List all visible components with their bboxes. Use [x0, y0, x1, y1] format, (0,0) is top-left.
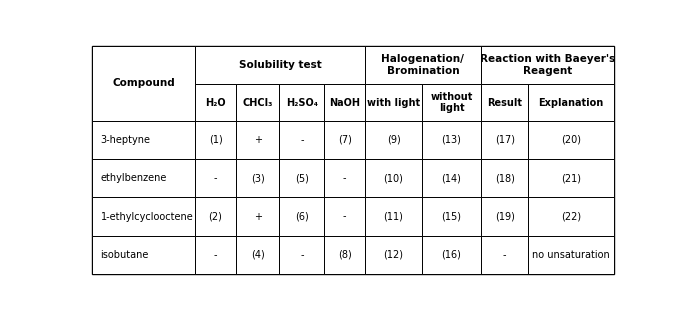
Bar: [92, 159, 196, 198]
Bar: [325, 121, 365, 159]
Bar: [236, 236, 280, 274]
Text: (17): (17): [495, 135, 515, 145]
Text: (22): (22): [561, 211, 582, 222]
Text: -: -: [503, 250, 506, 260]
Bar: [365, 198, 422, 236]
Bar: [528, 121, 614, 159]
Text: (11): (11): [384, 211, 404, 222]
Bar: [236, 121, 280, 159]
Text: +: +: [254, 135, 262, 145]
Bar: [481, 236, 528, 274]
Text: -: -: [343, 173, 347, 183]
Text: 1-ethylcyclooctene: 1-ethylcyclooctene: [101, 211, 194, 222]
Text: CHCl₃: CHCl₃: [243, 98, 273, 108]
Bar: [365, 159, 422, 198]
Text: (20): (20): [562, 135, 582, 145]
Text: -: -: [214, 173, 217, 183]
Bar: [528, 198, 614, 236]
Bar: [365, 121, 422, 159]
Text: (13): (13): [442, 135, 462, 145]
Bar: [196, 84, 236, 121]
Text: isobutane: isobutane: [101, 250, 149, 260]
Bar: [325, 84, 365, 121]
Bar: [280, 159, 325, 198]
Bar: [92, 198, 196, 236]
Text: (10): (10): [384, 173, 404, 183]
Bar: [196, 198, 236, 236]
Text: (16): (16): [442, 250, 462, 260]
Bar: [528, 159, 614, 198]
Bar: [481, 121, 528, 159]
Bar: [196, 121, 236, 159]
Text: Halogenation/
Bromination: Halogenation/ Bromination: [382, 54, 464, 76]
Text: (12): (12): [384, 250, 404, 260]
Text: -: -: [214, 250, 217, 260]
Text: (4): (4): [251, 250, 265, 260]
Text: Result: Result: [487, 98, 522, 108]
Bar: [481, 84, 528, 121]
Bar: [325, 198, 365, 236]
Bar: [196, 159, 236, 198]
Text: (1): (1): [209, 135, 223, 145]
Text: (6): (6): [295, 211, 309, 222]
Text: (21): (21): [562, 173, 582, 183]
Bar: [236, 159, 280, 198]
Bar: [92, 46, 196, 121]
Bar: [236, 84, 280, 121]
Text: ethylbenzene: ethylbenzene: [101, 173, 167, 183]
Bar: [528, 236, 614, 274]
Text: (3): (3): [251, 173, 265, 183]
Bar: [422, 159, 481, 198]
Bar: [481, 46, 614, 84]
Text: (5): (5): [295, 173, 309, 183]
Bar: [365, 46, 481, 84]
Bar: [236, 198, 280, 236]
Text: (18): (18): [495, 173, 515, 183]
Text: -: -: [300, 135, 304, 145]
Text: (8): (8): [338, 250, 351, 260]
Text: Reaction with Baeyer's
Reagent: Reaction with Baeyer's Reagent: [480, 54, 615, 76]
Text: with light: with light: [367, 98, 420, 108]
Text: without
light: without light: [431, 92, 473, 113]
Bar: [481, 159, 528, 198]
Text: Explanation: Explanation: [539, 98, 604, 108]
Text: -: -: [343, 211, 347, 222]
Bar: [422, 84, 481, 121]
Text: (14): (14): [442, 173, 462, 183]
Bar: [422, 236, 481, 274]
Text: H₂O: H₂O: [205, 98, 226, 108]
Text: Solubility test: Solubility test: [238, 60, 322, 70]
Text: (9): (9): [387, 135, 400, 145]
Text: no unsaturation: no unsaturation: [533, 250, 610, 260]
Text: 3-heptyne: 3-heptyne: [101, 135, 151, 145]
Text: (2): (2): [209, 211, 223, 222]
Text: (19): (19): [495, 211, 515, 222]
Bar: [365, 84, 422, 121]
Bar: [92, 236, 196, 274]
Bar: [365, 236, 422, 274]
Bar: [325, 159, 365, 198]
Bar: [325, 236, 365, 274]
Bar: [280, 236, 325, 274]
Bar: [528, 84, 614, 121]
Bar: [280, 198, 325, 236]
Text: +: +: [254, 211, 262, 222]
Text: NaOH: NaOH: [329, 98, 360, 108]
Bar: [481, 198, 528, 236]
Bar: [422, 198, 481, 236]
Bar: [422, 121, 481, 159]
Text: -: -: [300, 250, 304, 260]
Text: H₂SO₄: H₂SO₄: [286, 98, 318, 108]
Text: (7): (7): [338, 135, 351, 145]
Bar: [280, 121, 325, 159]
Bar: [196, 236, 236, 274]
Bar: [280, 84, 325, 121]
Text: (15): (15): [442, 211, 462, 222]
Bar: [196, 46, 365, 84]
Bar: [92, 121, 196, 159]
Text: Compound: Compound: [112, 78, 175, 88]
